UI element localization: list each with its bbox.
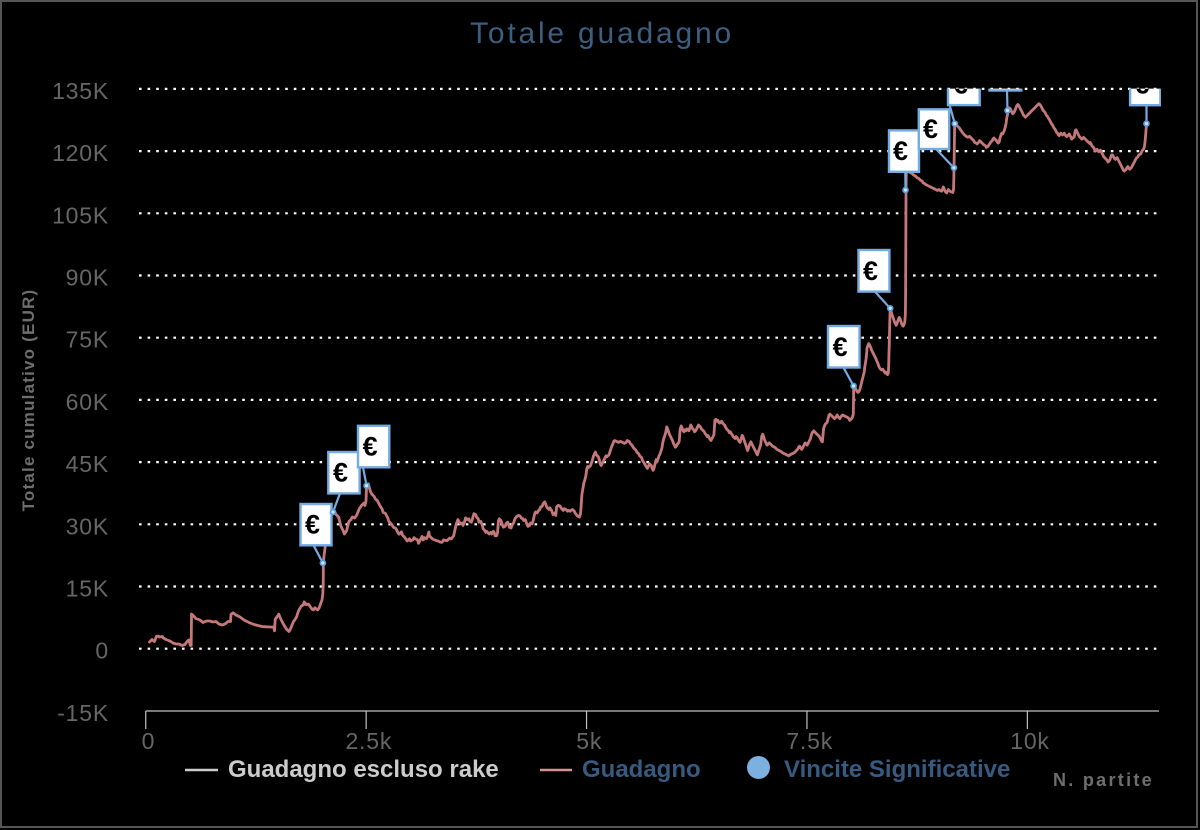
svg-text:15K: 15K [66,576,109,602]
svg-text:€: € [833,332,848,362]
svg-text:Vincite Significative: Vincite Significative [784,756,1010,783]
svg-text:€: € [863,256,878,286]
svg-text:-15K: -15K [57,700,109,726]
svg-text:€: € [1134,70,1149,100]
svg-text:2.5k: 2.5k [345,728,392,754]
svg-text:60K: 60K [66,389,109,415]
svg-text:45K: 45K [66,451,109,477]
svg-text:N. partite: N. partite [1053,770,1154,790]
svg-text:Guadagno: Guadagno [582,756,701,783]
svg-text:30K: 30K [66,513,109,539]
svg-text:Totale cumulativo (EUR): Totale cumulativo (EUR) [19,289,38,512]
svg-text:7.5k: 7.5k [786,728,833,754]
svg-text:135K: 135K [52,78,109,104]
svg-text:Guadagno escluso rake: Guadagno escluso rake [228,756,499,783]
svg-text:€: € [893,136,908,166]
svg-text:105K: 105K [52,202,109,228]
svg-text:90K: 90K [66,265,109,291]
svg-text:0: 0 [95,638,109,664]
svg-text:120K: 120K [52,140,109,166]
svg-text:€: € [305,510,320,540]
svg-text:€: € [953,69,968,99]
svg-text:€: € [923,114,938,144]
svg-text:€: € [333,458,348,488]
svg-text:Totale guadagno: Totale guadagno [470,17,734,50]
svg-text:5k: 5k [576,728,602,754]
svg-text:0: 0 [142,728,156,754]
svg-text:€: € [363,432,378,462]
svg-text:75K: 75K [66,327,109,353]
svg-text:10k: 10k [1010,728,1049,754]
